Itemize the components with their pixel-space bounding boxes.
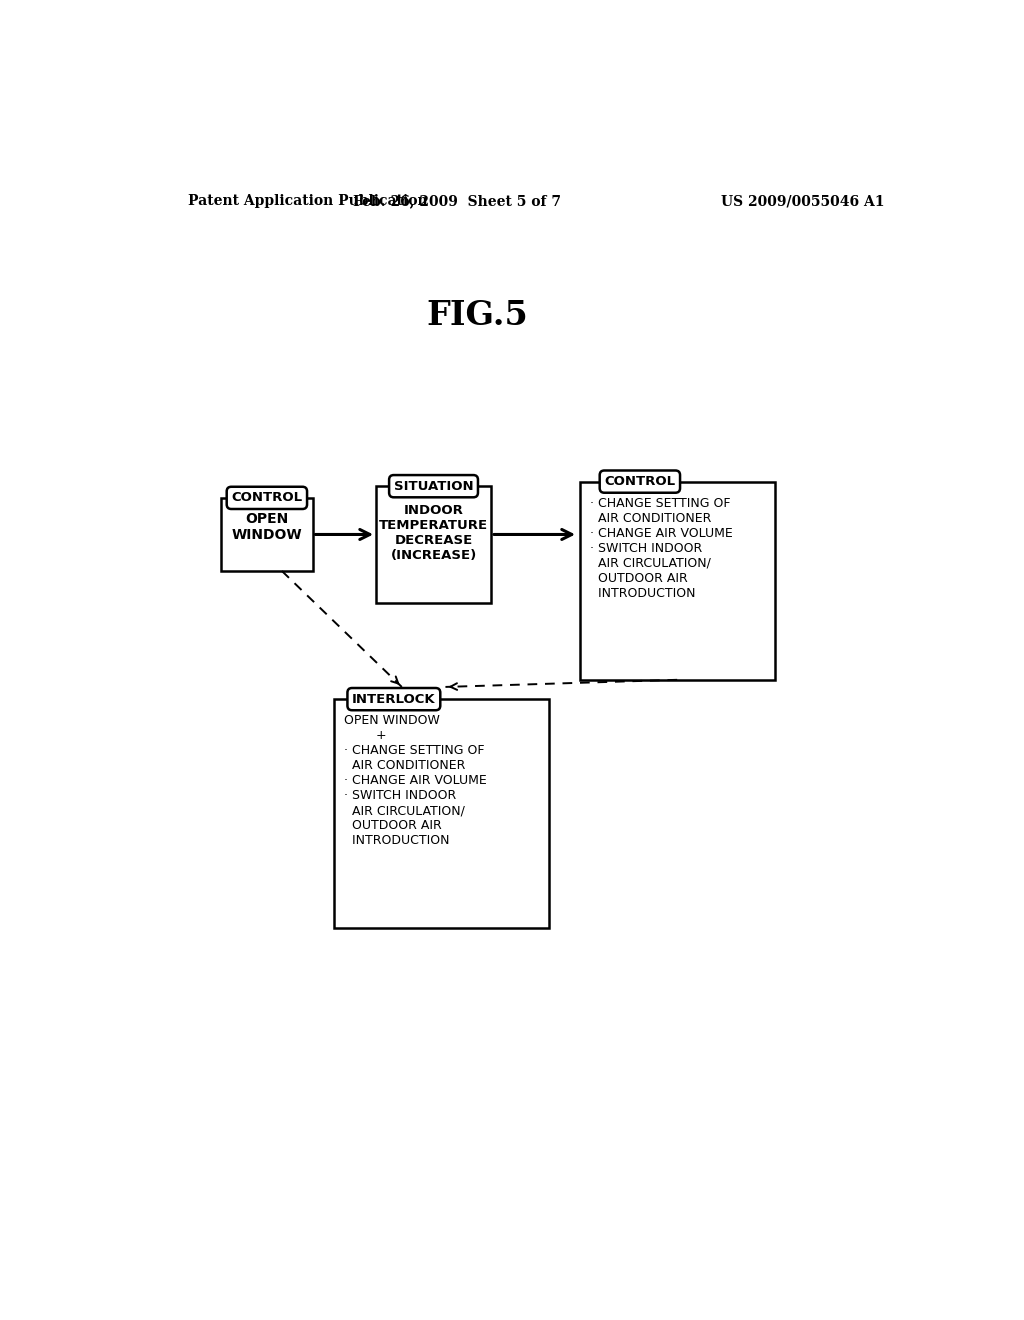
Text: SITUATION: SITUATION [393,479,473,492]
Text: · CHANGE SETTING OF
  AIR CONDITIONER
· CHANGE AIR VOLUME
· SWITCH INDOOR
  AIR : · CHANGE SETTING OF AIR CONDITIONER · CH… [590,496,732,599]
Text: OPEN
WINDOW: OPEN WINDOW [231,512,302,543]
Text: INDOOR
TEMPERATURE
DECREASE
(INCREASE): INDOOR TEMPERATURE DECREASE (INCREASE) [379,504,488,562]
Text: Feb. 26, 2009  Sheet 5 of 7: Feb. 26, 2009 Sheet 5 of 7 [353,194,561,209]
Text: CONTROL: CONTROL [231,491,302,504]
Text: FIG.5: FIG.5 [426,300,528,333]
FancyBboxPatch shape [334,700,549,928]
Text: INTERLOCK: INTERLOCK [352,693,435,706]
Text: Patent Application Publication: Patent Application Publication [187,194,427,209]
FancyBboxPatch shape [221,498,312,572]
Text: US 2009/0055046 A1: US 2009/0055046 A1 [721,194,885,209]
Text: OPEN WINDOW
        +
· CHANGE SETTING OF
  AIR CONDITIONER
· CHANGE AIR VOLUME
: OPEN WINDOW + · CHANGE SETTING OF AIR CO… [344,714,486,847]
FancyBboxPatch shape [376,486,492,603]
FancyBboxPatch shape [581,482,775,680]
Text: CONTROL: CONTROL [604,475,676,488]
